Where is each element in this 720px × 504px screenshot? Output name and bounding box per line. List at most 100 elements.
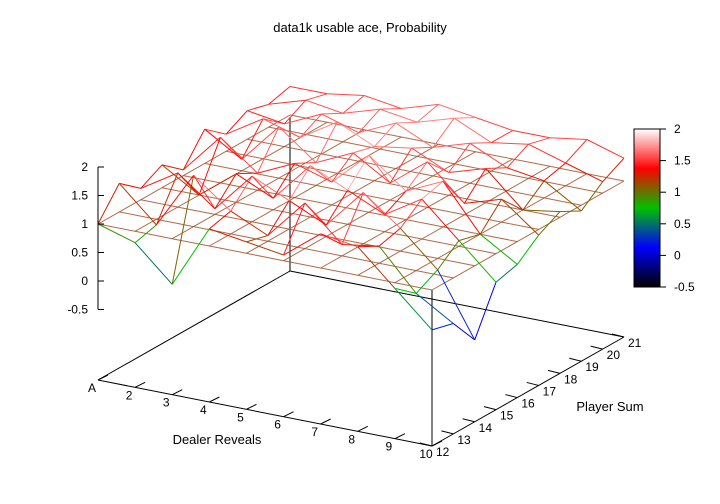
x-tick-label: 10	[419, 447, 433, 461]
surface-segment	[559, 210, 582, 213]
colorbar-tick-label: 1.5	[674, 154, 691, 168]
surface-segment	[325, 192, 364, 226]
surface-segment	[442, 181, 481, 235]
surface-segment	[384, 198, 422, 216]
x-tick-label: 7	[311, 425, 318, 439]
surface-segment	[337, 121, 375, 147]
surface-segment	[352, 152, 391, 184]
surface-mesh	[97, 86, 625, 341]
base-plane-line	[119, 211, 454, 279]
surface-segment	[310, 165, 348, 191]
surface-segment	[452, 323, 476, 341]
surface-segment	[347, 154, 370, 191]
surface-segment	[294, 162, 317, 164]
surface-segment	[506, 143, 529, 169]
z-tick-label: 2	[81, 160, 88, 174]
base-plane-line	[394, 173, 588, 284]
surface-segment	[118, 183, 157, 226]
surface-segment	[379, 108, 402, 110]
surface-segment	[171, 175, 195, 285]
surface-segment	[288, 200, 327, 226]
surface-segment	[321, 113, 359, 134]
surface-segment	[236, 172, 258, 175]
surface-segment	[389, 147, 413, 184]
surface-segment	[426, 161, 465, 204]
x-tick-mark	[357, 425, 369, 432]
base-plane-line	[97, 114, 291, 225]
surface-segment	[400, 227, 438, 271]
colorbar-tick-label: 1	[674, 185, 681, 199]
surface-segment	[437, 240, 460, 271]
surface-segment	[342, 108, 381, 114]
surface-segment	[241, 126, 280, 160]
surface-segment	[284, 113, 322, 125]
chart-title: data1k usable ace, Probability	[273, 20, 447, 35]
surface-segment	[327, 93, 365, 96]
x-tick-label: 4	[200, 403, 207, 417]
y-tick-mark	[526, 381, 539, 386]
surface-segment	[421, 198, 460, 241]
surface-segment	[177, 172, 200, 196]
x-tick-mark	[209, 396, 220, 403]
base-plane-line	[268, 126, 603, 194]
surface-segment	[395, 121, 418, 124]
colorbar-gradient	[633, 128, 661, 288]
surface-segment	[305, 99, 344, 114]
surface-segment	[331, 154, 370, 183]
x-tick-mark	[171, 389, 183, 396]
y-tick-mark	[547, 369, 561, 374]
surface-segment	[225, 118, 264, 135]
base-plane-line	[140, 199, 475, 267]
x-tick-label: 5	[237, 410, 244, 424]
base-plane-line	[225, 150, 561, 218]
surface-segment	[580, 181, 604, 212]
floor-back-line	[289, 270, 625, 338]
base-plane-line	[204, 162, 539, 230]
surface-segment	[134, 224, 157, 244]
surface-segment	[155, 172, 179, 226]
surface-segment	[304, 202, 327, 226]
surface-segment	[267, 202, 306, 236]
surface-segment	[437, 269, 476, 341]
colorbar-tick-label: 0	[674, 248, 681, 262]
surface-segment	[405, 180, 444, 192]
surface-segment	[283, 233, 321, 256]
surface-segment	[379, 108, 418, 123]
surface-segment	[479, 233, 518, 265]
axes-layer: A 2 3 4 5 6 7 8 9 10 12 13 14 15 16 17 18 19 20 21	[88, 117, 642, 461]
surface-segment	[251, 175, 290, 202]
surface-segment	[262, 118, 301, 138]
surface-segment	[246, 235, 268, 243]
surface-segment	[491, 142, 529, 145]
surface-segment	[97, 223, 136, 244]
y-axis-label: Player Sum	[576, 399, 643, 414]
surface-segment	[241, 118, 264, 160]
y-tick-mark	[590, 345, 603, 350]
y-tick-mark	[611, 333, 625, 338]
z-tick-label: -0.5	[67, 303, 88, 317]
surface-segment	[516, 234, 540, 265]
surface-segment	[161, 164, 200, 196]
y-tick-mark	[483, 406, 497, 411]
surface-segment	[299, 113, 322, 138]
surface-segment	[225, 110, 248, 135]
surface-segment	[421, 180, 444, 200]
surface-segment	[364, 95, 402, 109]
x-tick-label: 8	[348, 432, 355, 446]
z-tick-label: 0	[81, 274, 88, 288]
surface-segment	[193, 174, 232, 212]
surface-segment	[182, 136, 221, 171]
surface-segment	[204, 128, 227, 135]
surface-segment	[464, 198, 502, 204]
surface-segment	[538, 211, 561, 236]
surface-segment	[362, 192, 386, 215]
y-tick-label: 13	[457, 433, 471, 447]
surface-segment	[431, 323, 454, 331]
surface-segment	[161, 164, 184, 171]
surface-segment	[586, 139, 625, 159]
x-tick-mark	[394, 433, 406, 440]
surface-segment	[119, 182, 141, 189]
surface-segment	[448, 168, 486, 173]
surface-segment	[549, 137, 587, 140]
surface-segment	[208, 210, 232, 230]
